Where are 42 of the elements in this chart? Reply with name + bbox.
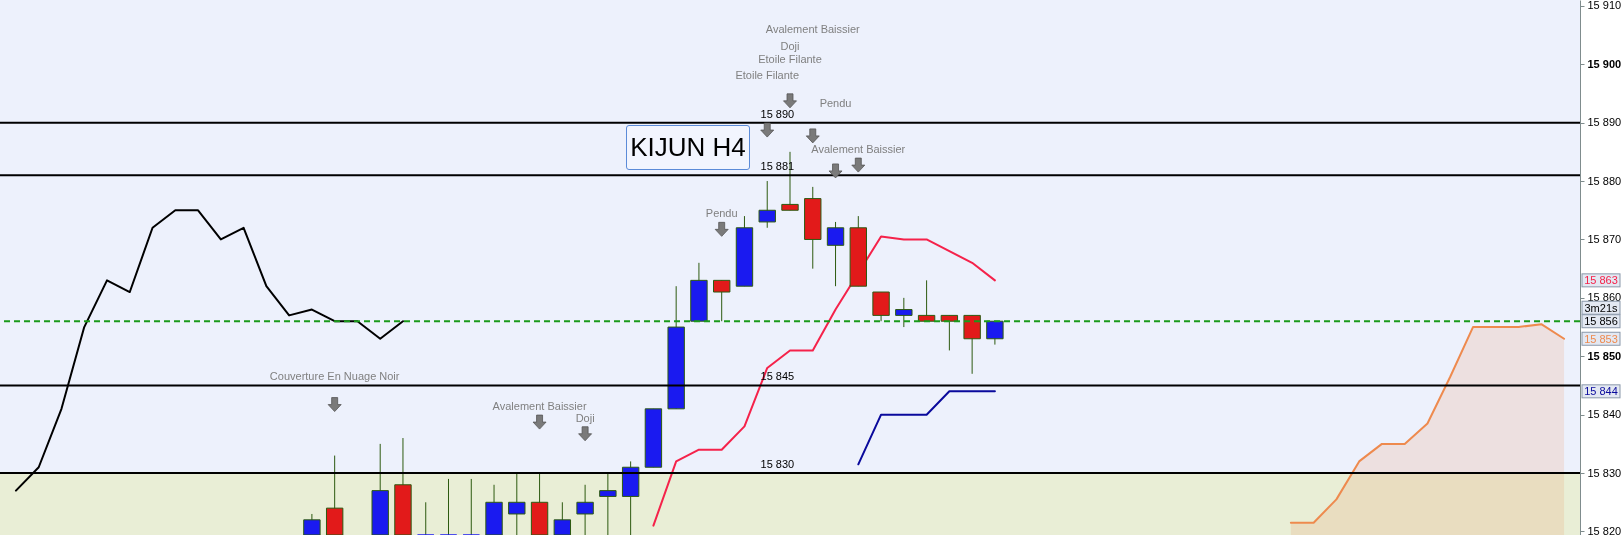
text: Pendu (705, 207, 738, 220)
candlestick (303, 513, 321, 535)
text: Avalement Baissier (765, 22, 860, 35)
text: Etoile Filante (758, 52, 822, 65)
ref-line-label: 15 830 (760, 458, 795, 471)
price-tag: 3m21s (1581, 300, 1621, 315)
y-tick-label: 15 820 (1587, 525, 1622, 535)
candlestick (553, 501, 572, 535)
candlestick (417, 501, 435, 535)
y-tick-label: 15 850 (1587, 349, 1622, 362)
line-series (652, 235, 996, 527)
candlestick (826, 221, 845, 287)
price-tag: 15 844 (1581, 384, 1621, 399)
price-tag: 15 863 (1581, 273, 1621, 288)
y-tick-label: 15 890 (1587, 116, 1622, 129)
text: Doji (780, 39, 800, 52)
text: Doji (575, 411, 595, 424)
y-tick-label: 15 910 (1587, 0, 1622, 12)
text: Couverture En Nuage Noir (269, 369, 400, 382)
candlestick (713, 279, 731, 322)
text: Etoile Filante (735, 69, 800, 82)
text: Pendu (819, 96, 852, 109)
candlestick (462, 478, 480, 535)
candlestick (576, 484, 594, 535)
candlestick (963, 314, 981, 375)
y-tick-label: 15 870 (1587, 232, 1622, 245)
candlestick (439, 478, 458, 535)
text: Avalement Baissier (811, 143, 906, 156)
y-tick-label: 15 840 (1587, 408, 1622, 421)
y-tick-label: 15 900 (1587, 57, 1622, 70)
text: Avalement Baissier (492, 400, 587, 413)
candlestick (758, 180, 776, 229)
candlestick (508, 472, 526, 535)
ref-line-label: 15 881 (760, 160, 795, 173)
candlestick (895, 297, 913, 328)
annotation: KIJUN H4 (626, 125, 750, 170)
ref-line-label: 15 890 (760, 107, 795, 120)
candlestick (599, 472, 617, 535)
candlestick (872, 291, 890, 322)
y-tick-label: 15 880 (1587, 174, 1622, 187)
y-tick-label: 15 830 (1587, 466, 1622, 479)
price-tag: 15 853 (1581, 331, 1621, 346)
